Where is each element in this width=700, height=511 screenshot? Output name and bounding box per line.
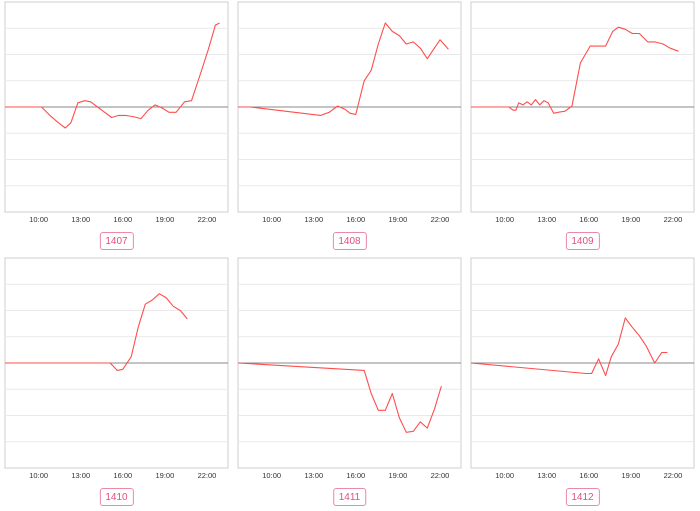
x-tick-label: 10:00 [262, 215, 281, 224]
series-line-1407 [5, 22, 220, 129]
x-tick-label: 10:00 [29, 215, 48, 224]
x-tick-label: 22:00 [198, 471, 217, 480]
x-tick-label: 19:00 [388, 471, 407, 480]
x-tick-label: 16:00 [346, 471, 365, 480]
chart-id-badge[interactable]: 1408 [332, 232, 367, 250]
chart-svg-1408: 10:00 13:00 16:00 19:00 22:00 [237, 1, 462, 224]
x-tick-label: 13:00 [71, 215, 90, 224]
x-tick-label: 16:00 [579, 215, 598, 224]
chart-svg-1409: 10:00 13:00 16:00 19:00 22:00 [470, 1, 695, 224]
chart-id-badge[interactable]: 1410 [99, 488, 134, 506]
x-tick-label: 13:00 [304, 215, 323, 224]
chart-panel-1408: 10:00 13:00 16:00 19:00 22:00 1408 [234, 0, 467, 255]
series-line-1408 [238, 22, 449, 116]
x-tick-label: 13:00 [537, 471, 556, 480]
chart-panel-1411: 10:00 13:00 16:00 19:00 22:00 1411 [234, 256, 467, 511]
x-tick-label: 13:00 [537, 215, 556, 224]
chart-id-badge[interactable]: 1407 [99, 232, 134, 250]
chart-svg-1411: 10:00 13:00 16:00 19:00 22:00 [237, 257, 462, 480]
chart-panel-1409: 10:00 13:00 16:00 19:00 22:00 1409 [467, 0, 700, 255]
x-tick-label: 19:00 [155, 471, 174, 480]
x-tick-label: 19:00 [155, 215, 174, 224]
x-tick-label: 22:00 [198, 215, 217, 224]
chart-panel-1412: 10:00 13:00 16:00 19:00 22:00 1412 [467, 256, 700, 511]
x-tick-label: 16:00 [579, 471, 598, 480]
x-tick-label: 10:00 [262, 471, 281, 480]
series-line-1410 [5, 293, 188, 371]
x-tick-label: 19:00 [388, 215, 407, 224]
x-tick-label: 22:00 [664, 215, 683, 224]
series-line-1412 [470, 317, 668, 377]
x-tick-label: 16:00 [346, 215, 365, 224]
chart-id-badge[interactable]: 1409 [565, 232, 600, 250]
series-line-1409 [471, 26, 679, 114]
x-tick-label: 19:00 [621, 471, 640, 480]
chart-panel-1410: 10:00 13:00 16:00 19:00 22:00 1410 [1, 256, 234, 511]
x-tick-label: 10:00 [29, 471, 48, 480]
chart-svg-1410: 10:00 13:00 16:00 19:00 22:00 [4, 257, 229, 480]
chart-id-badge[interactable]: 1412 [565, 488, 600, 506]
x-tick-label: 19:00 [621, 215, 640, 224]
x-tick-label: 13:00 [304, 471, 323, 480]
x-tick-label: 22:00 [431, 215, 450, 224]
chart-id-badge[interactable]: 1411 [332, 488, 367, 506]
x-tick-label: 16:00 [113, 471, 132, 480]
x-tick-label: 10:00 [495, 471, 514, 480]
x-tick-label: 13:00 [71, 471, 90, 480]
series-line-1411 [237, 362, 442, 433]
x-tick-label: 10:00 [495, 215, 514, 224]
x-tick-label: 22:00 [431, 471, 450, 480]
x-tick-label: 16:00 [113, 215, 132, 224]
chart-svg-1407: 10:00 13:00 16:00 19:00 22:00 [4, 1, 229, 224]
x-tick-label: 22:00 [664, 471, 683, 480]
chart-svg-1412: 10:00 13:00 16:00 19:00 22:00 [470, 257, 695, 480]
chart-panel-1407: 10:00 13:00 16:00 19:00 22:00 1407 [1, 0, 234, 255]
